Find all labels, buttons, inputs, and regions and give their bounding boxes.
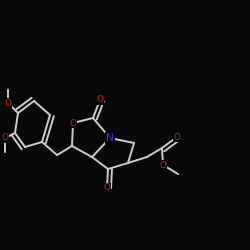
Text: O: O xyxy=(160,160,166,170)
Text: O: O xyxy=(2,134,8,142)
Text: O: O xyxy=(174,132,180,141)
Text: O: O xyxy=(4,98,12,108)
Text: O: O xyxy=(96,96,103,104)
Text: O: O xyxy=(104,184,110,192)
Text: N: N xyxy=(106,133,114,143)
Text: O: O xyxy=(70,118,76,128)
